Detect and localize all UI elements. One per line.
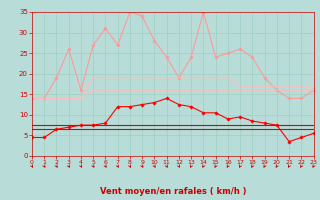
Text: Vent moyen/en rafales ( km/h ): Vent moyen/en rafales ( km/h ) [100,187,246,196]
